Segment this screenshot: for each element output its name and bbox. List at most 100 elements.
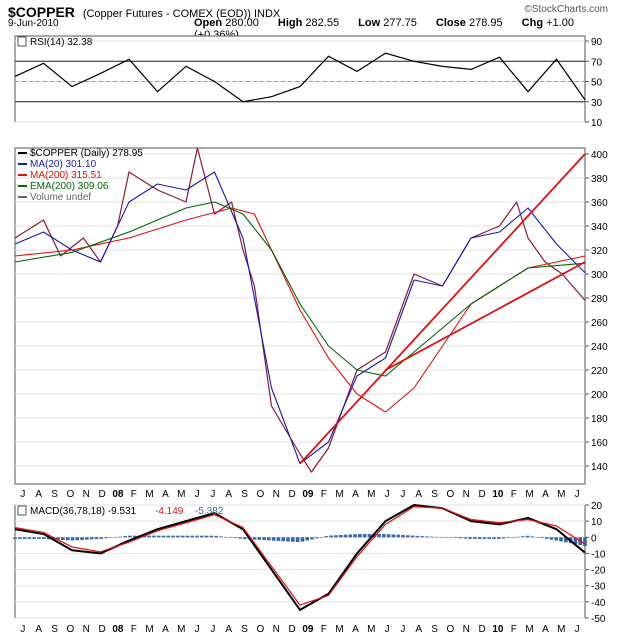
price-series-line [299,153,586,465]
x-tick-label: F [131,489,137,500]
y-tick-label: 340 [591,222,608,233]
x-tick-label: A [352,489,359,500]
x-tick-label: D [98,624,105,635]
x-tick-label: O [447,624,455,635]
x-tick-label: A [35,624,42,635]
macd-histogram-bar [496,537,501,539]
x-tick-label: O [257,489,265,500]
macd-histogram-bar [132,535,137,538]
macd-histogram-bar [305,537,309,541]
macd-histogram-bar [252,537,257,540]
x-tick-label: O [257,624,265,635]
macd-histogram-bar [343,534,348,538]
macd-histogram-bar [291,537,295,542]
x-tick-label: D [98,489,105,500]
y-tick-label: 300 [591,270,608,281]
macd-histogram-bar [396,534,400,538]
macd-histogram-bar [223,536,228,538]
macd-histogram-bar [65,537,70,541]
y-tick-label: 380 [591,174,608,185]
open-label: Open [194,17,223,29]
y-tick-label: 360 [591,198,608,209]
rsi-legend-box [17,36,27,47]
x-tick-label: J [20,489,25,500]
macd-histogram-bar [535,537,539,538]
macd-histogram-bar [530,536,535,538]
macd-histogram-bar [17,537,22,539]
macd-histogram-bar [61,537,65,540]
x-tick-label: J [575,624,580,635]
x-tick-label: M [177,624,185,635]
macd-legend: MACD(36,78,18) -9.531 [30,506,137,517]
macd-histogram-bar [108,537,113,538]
macd-histogram-bar [113,537,118,538]
x-tick-label: D [478,489,485,500]
macd-histogram-bar [204,535,209,538]
x-tick-label: F [511,624,517,635]
macd-signal-legend: -4.149 [155,506,184,517]
x-tick-label: M [367,489,375,500]
macd-histogram-bar [243,537,247,540]
date-label: 9-Jun-2010 [8,18,59,29]
macd-histogram-bar [549,537,554,540]
macd-histogram-bar [166,535,171,538]
macd-histogram-bar [377,534,381,538]
macd-histogram-bar [128,535,132,538]
x-tick-label: M [177,489,185,500]
x-tick-label: M [557,489,565,500]
macd-histogram-bar [233,537,238,539]
macd-histogram-bar [271,537,276,541]
macd-histogram-bar [520,536,525,538]
y-tick-label: 0 [591,533,597,544]
y-tick-label: 90 [591,37,603,48]
x-tick-label: O [67,624,75,635]
y-tick-label: 400 [591,150,608,161]
macd-histogram-bar [358,534,362,538]
macd-histogram-bar [434,536,439,538]
x-tick-label: A [542,624,549,635]
y-tick-label: -20 [591,566,606,577]
x-tick-label: J [575,489,580,500]
macd-histogram-bar [123,536,127,538]
macd-histogram-bar [156,535,161,538]
x-tick-label: N [83,624,90,635]
macd-histogram-bar [267,537,271,541]
symbol-title: $COPPER (Copper Futures - COMEX (EOD)) I… [8,4,280,20]
y-tick-label: 320 [591,246,608,257]
x-tick-label: S [51,624,58,635]
x-tick-label: J [210,489,215,500]
macd-histogram-bar [463,537,468,539]
y-tick-label: 10 [591,517,603,528]
y-tick-label: 140 [591,462,608,473]
price-series-line [14,201,586,377]
macd-histogram-bar [171,535,175,538]
macd-histogram-bar [439,537,444,538]
high-label: High [277,17,303,29]
macd-histogram-bar [544,537,549,539]
macd-histogram-bar [200,535,204,538]
x-tick-label: 10 [492,489,504,500]
x-tick-label: F [511,489,517,500]
macd-histogram-bar [453,537,458,539]
macd-histogram-bar [372,534,377,538]
macd-histogram-bar [425,536,429,538]
macd-histogram-bar [554,537,559,541]
x-tick-label: S [51,489,58,500]
high-value: 282.55 [305,17,340,29]
macd-histogram-bar [420,536,424,538]
close-label: Close [435,17,466,29]
low-label: Low [358,17,381,29]
y-tick-label: 200 [591,390,608,401]
x-tick-label: J [195,489,200,500]
x-tick-label: M [335,489,343,500]
x-tick-label: M [367,624,375,635]
macd-histogram-bar [180,535,185,538]
price-legend-entry: MA(200) 315.51 [30,170,102,181]
macd-histogram-bar [401,535,405,538]
x-tick-label: A [415,624,422,635]
x-tick-label: J [385,624,390,635]
macd-histogram-bar [51,537,56,540]
x-tick-label: J [400,624,405,635]
x-tick-label: A [225,624,232,635]
